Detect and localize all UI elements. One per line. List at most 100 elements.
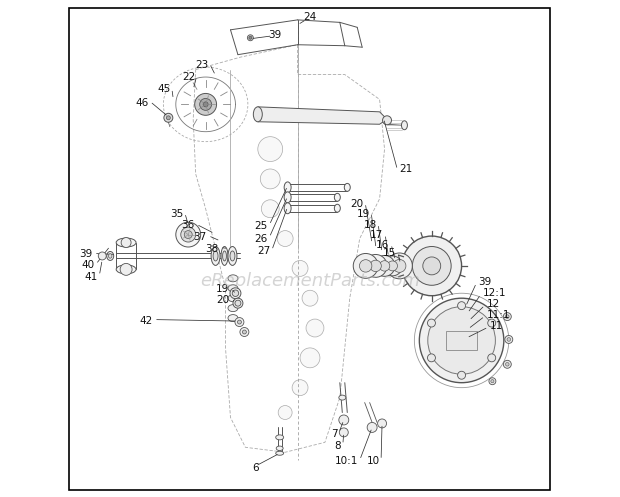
Circle shape: [503, 313, 512, 321]
Ellipse shape: [379, 260, 390, 271]
Text: 36: 36: [182, 220, 195, 230]
Ellipse shape: [232, 290, 239, 296]
Text: 11: 11: [490, 321, 503, 331]
Circle shape: [237, 320, 241, 324]
Text: 8: 8: [335, 441, 342, 451]
Circle shape: [166, 116, 170, 120]
Text: 45: 45: [157, 84, 171, 94]
Ellipse shape: [116, 265, 136, 274]
Circle shape: [427, 354, 435, 362]
Circle shape: [505, 315, 509, 319]
Circle shape: [458, 371, 466, 379]
Ellipse shape: [211, 247, 220, 265]
Text: 6: 6: [252, 463, 259, 473]
Ellipse shape: [360, 259, 372, 272]
Ellipse shape: [302, 290, 318, 306]
Text: 27: 27: [257, 247, 270, 256]
Circle shape: [505, 362, 509, 366]
Ellipse shape: [388, 261, 397, 271]
Text: 42: 42: [140, 316, 153, 326]
Circle shape: [458, 302, 466, 310]
Text: 12:1: 12:1: [482, 288, 506, 298]
Ellipse shape: [276, 451, 284, 455]
Circle shape: [488, 354, 496, 362]
Circle shape: [423, 257, 441, 275]
Circle shape: [203, 102, 208, 107]
Ellipse shape: [107, 251, 113, 260]
Text: 17: 17: [370, 230, 384, 240]
Ellipse shape: [383, 116, 391, 125]
Ellipse shape: [344, 183, 350, 191]
Text: 21: 21: [399, 164, 413, 174]
Ellipse shape: [374, 255, 395, 276]
Text: 15: 15: [383, 248, 396, 258]
Text: 20: 20: [350, 199, 364, 209]
Circle shape: [184, 231, 192, 239]
Circle shape: [339, 428, 348, 437]
Text: 22: 22: [182, 72, 196, 82]
Circle shape: [242, 330, 246, 334]
Ellipse shape: [228, 315, 238, 322]
Ellipse shape: [300, 348, 320, 368]
Circle shape: [200, 98, 211, 110]
Circle shape: [121, 238, 131, 248]
Text: 39: 39: [478, 277, 491, 287]
Ellipse shape: [292, 260, 308, 276]
Ellipse shape: [339, 395, 346, 400]
Ellipse shape: [254, 107, 262, 122]
Text: 10: 10: [366, 456, 379, 466]
Text: 12: 12: [487, 299, 500, 309]
Text: eReplacementParts.com: eReplacementParts.com: [200, 272, 420, 290]
Text: 16: 16: [376, 240, 389, 250]
Text: 37: 37: [193, 232, 206, 242]
Ellipse shape: [334, 204, 340, 212]
Bar: [446, 331, 477, 350]
Ellipse shape: [228, 247, 237, 265]
Ellipse shape: [276, 446, 283, 450]
Circle shape: [488, 319, 496, 327]
Ellipse shape: [393, 259, 406, 272]
Ellipse shape: [284, 182, 291, 193]
Ellipse shape: [370, 260, 381, 271]
Text: 39: 39: [79, 249, 92, 259]
Ellipse shape: [228, 275, 238, 282]
Ellipse shape: [230, 251, 235, 261]
Ellipse shape: [260, 169, 280, 189]
Ellipse shape: [228, 285, 238, 292]
Ellipse shape: [228, 305, 238, 312]
Circle shape: [402, 236, 461, 296]
Ellipse shape: [284, 192, 291, 203]
Circle shape: [240, 328, 249, 336]
Ellipse shape: [258, 137, 283, 162]
Circle shape: [491, 380, 494, 383]
Circle shape: [503, 360, 512, 368]
Ellipse shape: [284, 203, 291, 214]
Ellipse shape: [223, 251, 226, 261]
Ellipse shape: [228, 295, 238, 302]
Circle shape: [99, 252, 106, 260]
Circle shape: [507, 337, 511, 341]
Text: 26: 26: [254, 234, 268, 244]
Circle shape: [235, 318, 244, 327]
Ellipse shape: [278, 406, 292, 419]
Circle shape: [339, 415, 349, 425]
Text: 35: 35: [170, 209, 184, 219]
Ellipse shape: [108, 253, 112, 258]
Text: 7: 7: [330, 429, 337, 439]
Text: 39: 39: [268, 30, 282, 40]
Ellipse shape: [276, 435, 284, 440]
Ellipse shape: [306, 319, 324, 337]
Ellipse shape: [233, 298, 243, 308]
Text: 11:1: 11:1: [487, 310, 510, 320]
Ellipse shape: [364, 254, 387, 277]
Text: 10:1: 10:1: [335, 456, 358, 466]
Circle shape: [120, 263, 132, 275]
Ellipse shape: [401, 121, 407, 130]
Circle shape: [412, 247, 451, 285]
Text: 24: 24: [303, 12, 317, 22]
Text: 18: 18: [363, 220, 376, 230]
Circle shape: [367, 422, 377, 432]
Ellipse shape: [292, 380, 308, 396]
Ellipse shape: [277, 231, 293, 247]
Ellipse shape: [181, 227, 196, 242]
